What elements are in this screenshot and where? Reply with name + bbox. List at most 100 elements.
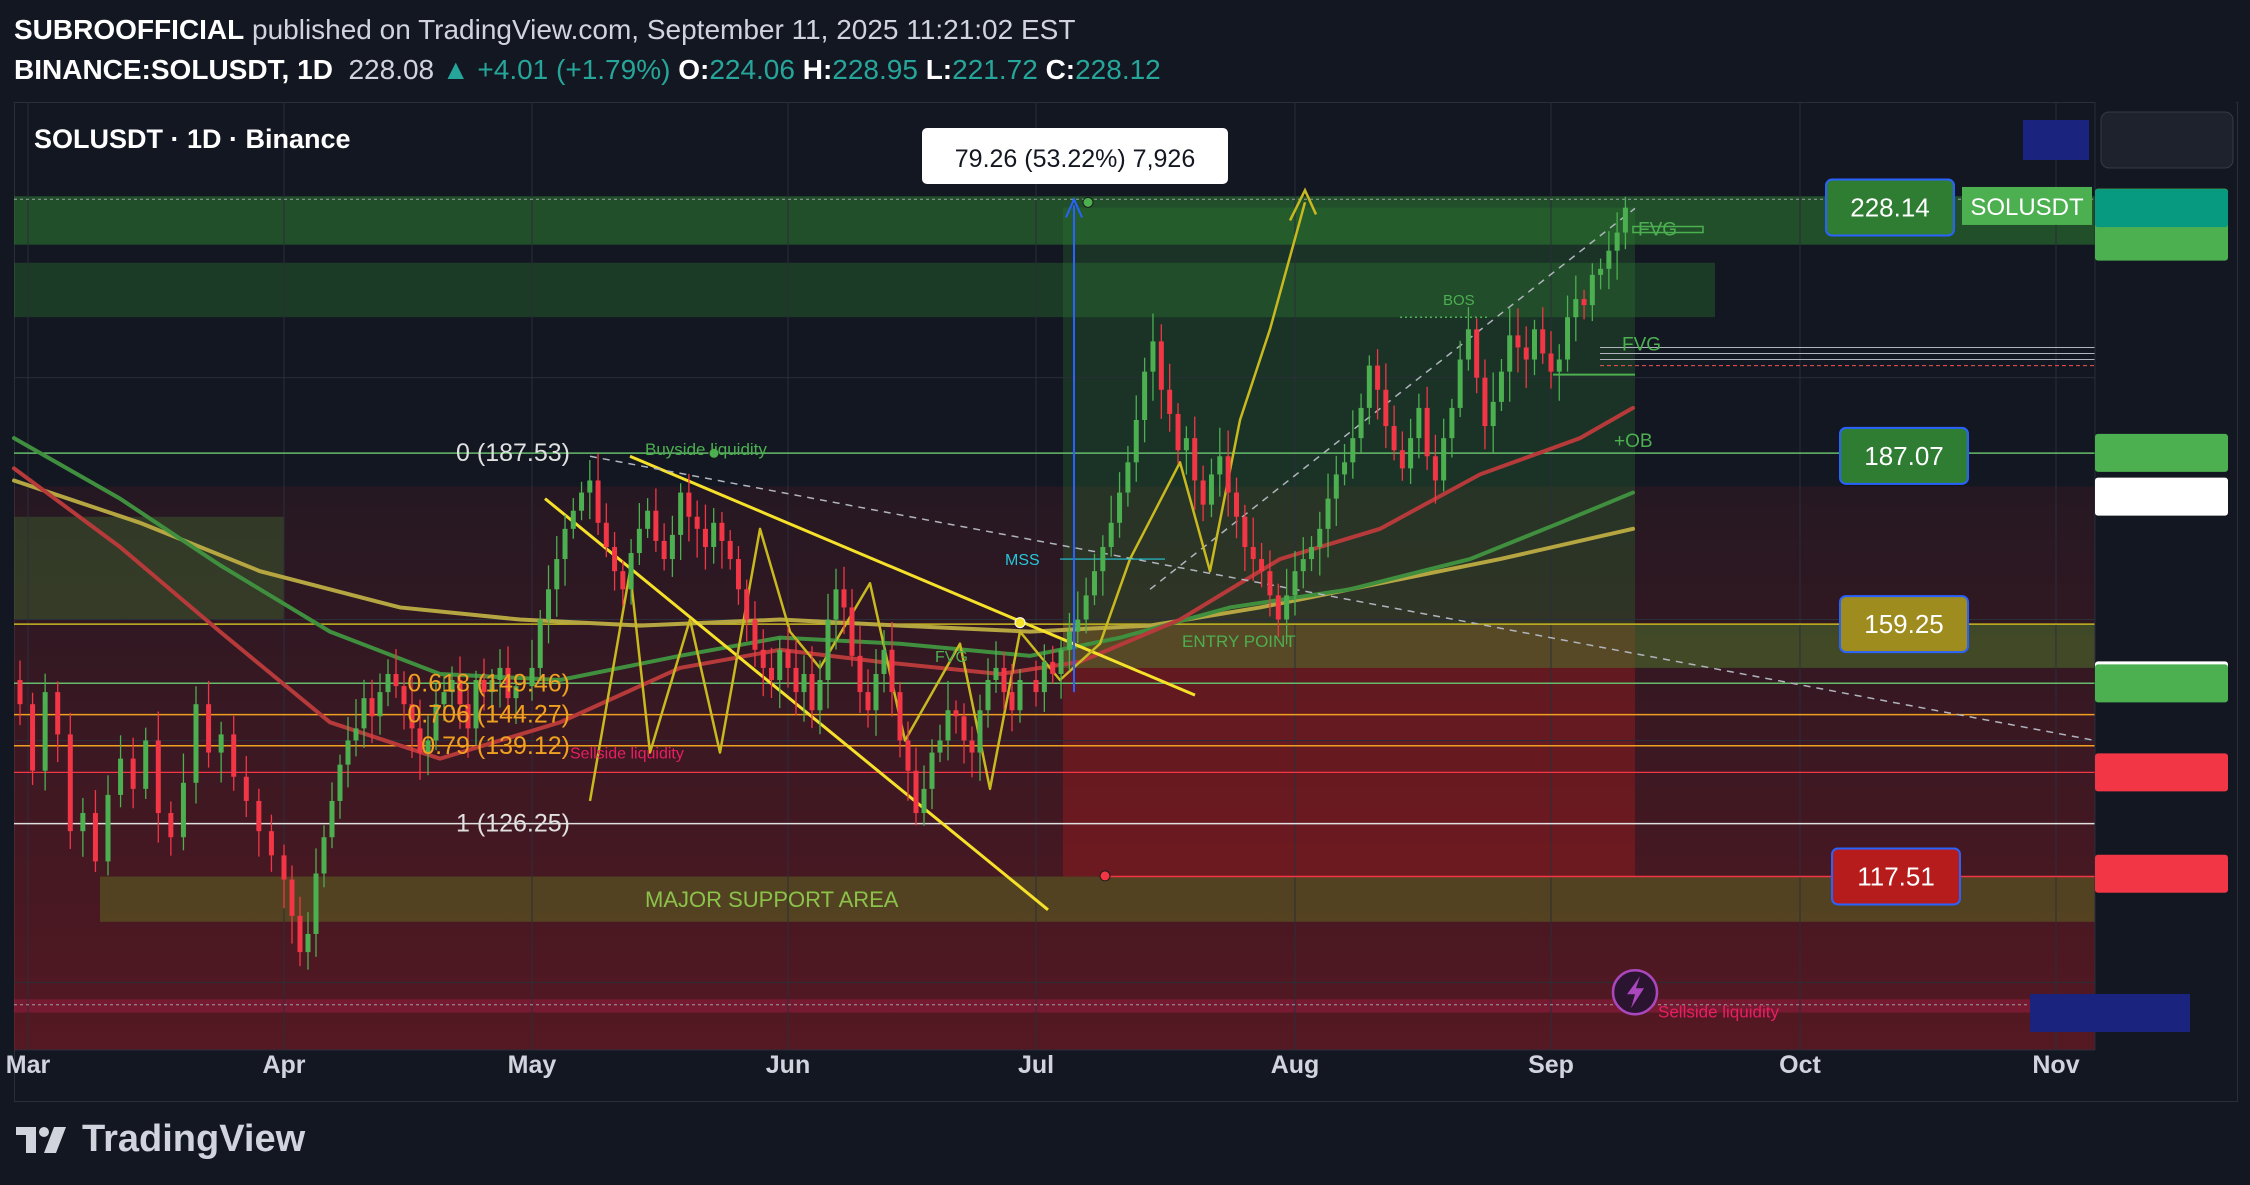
projection-arrowhead xyxy=(1288,187,1318,222)
symbol-tag xyxy=(1962,186,2092,225)
fib-level-label: 0.618 (149.46) xyxy=(407,669,570,697)
level-box xyxy=(1839,595,1969,654)
candle-body xyxy=(937,740,943,753)
time-tick-label: May xyxy=(508,1051,557,1079)
candle-body xyxy=(1342,462,1348,475)
candle-body xyxy=(993,667,999,681)
candle-body xyxy=(719,522,725,541)
measure-label-box xyxy=(922,128,1228,184)
major-support-zone xyxy=(100,876,2095,922)
candle-body xyxy=(55,692,61,735)
candle-body xyxy=(369,698,375,717)
candle-body xyxy=(289,879,295,916)
channel-dashed xyxy=(1149,207,1636,590)
candle-body xyxy=(1275,595,1281,620)
author-name[interactable]: SUBROOFFICIAL xyxy=(14,14,245,45)
candle-body xyxy=(727,540,733,560)
time-tick-label: Nov xyxy=(2032,1051,2079,1079)
high-value: 228.95 xyxy=(832,54,918,85)
candle-body xyxy=(1399,450,1405,469)
lightning-bolt xyxy=(1627,976,1644,1009)
time-tick-label: Apr xyxy=(262,1051,305,1079)
candle-body xyxy=(1300,559,1306,572)
candle-body xyxy=(1050,661,1056,674)
candle-body xyxy=(1333,474,1339,499)
candle-body xyxy=(777,649,783,681)
long-position-profit-zone xyxy=(1063,207,1635,625)
supply-zone-top xyxy=(14,196,2095,245)
candle-body xyxy=(809,673,815,711)
candle-body xyxy=(849,607,855,656)
candle-body xyxy=(760,649,766,668)
candle-body xyxy=(377,692,383,717)
major-support-label: MAJOR SUPPORT AREA xyxy=(645,887,899,912)
candle-body xyxy=(1598,268,1604,275)
candle-body xyxy=(1482,377,1488,427)
candle-body xyxy=(1033,680,1039,693)
candle-body xyxy=(1192,438,1198,481)
candle-body xyxy=(1606,250,1612,269)
candle-body xyxy=(268,831,274,856)
candle-body xyxy=(785,649,791,668)
price-scale-tag xyxy=(2095,477,2228,516)
candle-body xyxy=(1622,207,1628,233)
fib-level-label: 0 (187.53) xyxy=(456,439,570,467)
tradingview-logo-icon xyxy=(16,1126,66,1153)
candle-body xyxy=(297,915,303,953)
candle-body xyxy=(793,667,799,693)
candle-body xyxy=(1507,335,1513,372)
candle-body xyxy=(1234,492,1240,517)
candle-body xyxy=(1267,571,1273,596)
level-box-text: 187.07 xyxy=(1864,441,1944,471)
candle-body xyxy=(193,704,199,783)
candle-body xyxy=(1066,631,1072,650)
candle-body xyxy=(1284,595,1290,620)
candle-body xyxy=(1449,407,1455,439)
candle-body xyxy=(361,698,367,729)
fib-handle-top xyxy=(708,447,720,459)
candle-body xyxy=(1366,365,1372,408)
bos-label: BOS xyxy=(1443,292,1475,309)
candle-body xyxy=(441,692,447,705)
symbol-label: BINANCE:SOLUSDT, 1D xyxy=(14,54,333,85)
candle-body xyxy=(433,704,439,741)
candle-body xyxy=(546,589,552,620)
symbol-tag-text: SOLUSDT xyxy=(1970,194,2084,221)
sellside-liquidity-label-2: Sellside liquidity xyxy=(570,746,684,763)
trendline-dashed xyxy=(589,455,2096,742)
close-label: C: xyxy=(1045,54,1076,85)
candle-body xyxy=(465,704,471,729)
candle-body xyxy=(825,619,831,681)
candle-body xyxy=(612,546,618,572)
candle-body xyxy=(1441,438,1447,481)
candle-body xyxy=(1556,359,1562,372)
candle-body xyxy=(628,553,634,590)
falling-wedge-upper xyxy=(629,454,1196,697)
candle-body xyxy=(1432,456,1438,481)
tradingview-logo[interactable]: TradingView xyxy=(14,1118,305,1161)
candle-body xyxy=(1589,274,1595,306)
candle-body xyxy=(401,686,407,705)
candle-body xyxy=(768,667,774,681)
candle-body xyxy=(889,649,895,693)
candle-body xyxy=(702,528,708,547)
candle-body xyxy=(1083,595,1089,620)
candle-body xyxy=(1142,371,1148,421)
fvg-box xyxy=(1632,225,1704,234)
candle-body xyxy=(218,734,224,753)
candle-body xyxy=(735,559,741,590)
candle-body xyxy=(1474,329,1480,378)
candle-body xyxy=(1041,661,1047,693)
candle-body xyxy=(1614,232,1620,251)
projected-path xyxy=(588,201,1307,802)
candle-body xyxy=(977,710,983,753)
candle-body xyxy=(256,800,262,832)
bearish-zone xyxy=(14,486,2095,1050)
candle-body xyxy=(513,686,519,699)
candle-body xyxy=(1548,353,1554,372)
fib-level-label: 1 (126.25) xyxy=(456,810,570,838)
fib-level-label: 0.706 (144.27) xyxy=(407,701,570,729)
level-box xyxy=(1825,178,1955,237)
candle-body xyxy=(30,704,36,771)
